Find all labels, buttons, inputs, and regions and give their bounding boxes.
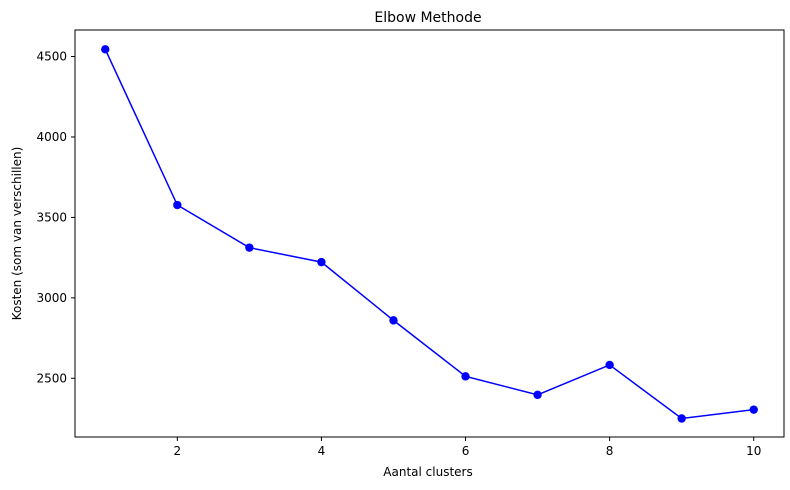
data-point [677, 414, 686, 423]
x-tick-label: 8 [606, 444, 614, 458]
y-tick-label: 4500 [36, 50, 67, 64]
x-tick-label: 6 [462, 444, 470, 458]
chart-title: Elbow Methode [374, 10, 481, 26]
data-point [389, 316, 398, 325]
data-point [245, 243, 254, 252]
data-point [533, 390, 542, 400]
data-point [605, 360, 614, 370]
y-axis-label: Kosten (som van verschillen) [10, 147, 24, 321]
series-line [104, 48, 754, 420]
x-axis-label: Aantal clusters [383, 465, 472, 479]
data-point [317, 257, 326, 267]
data-point [461, 372, 470, 381]
data-point [173, 200, 182, 210]
x-tick-label: 10 [746, 444, 761, 458]
x-tick-label: 2 [173, 444, 181, 458]
plot-area [101, 45, 758, 423]
axes-frame [74, 29, 785, 438]
y-tick-label: 2500 [36, 371, 67, 385]
x-tick-label: 4 [318, 444, 326, 458]
data-point [749, 405, 758, 414]
y-tick-label: 3500 [36, 210, 67, 224]
y-axis: 2500 3000 3500 4000 4500 [36, 50, 75, 385]
y-tick-label: 3000 [36, 291, 67, 305]
data-point [101, 45, 110, 54]
y-tick-label: 4000 [36, 130, 67, 144]
x-axis: 2 4 6 8 10 [173, 437, 761, 458]
